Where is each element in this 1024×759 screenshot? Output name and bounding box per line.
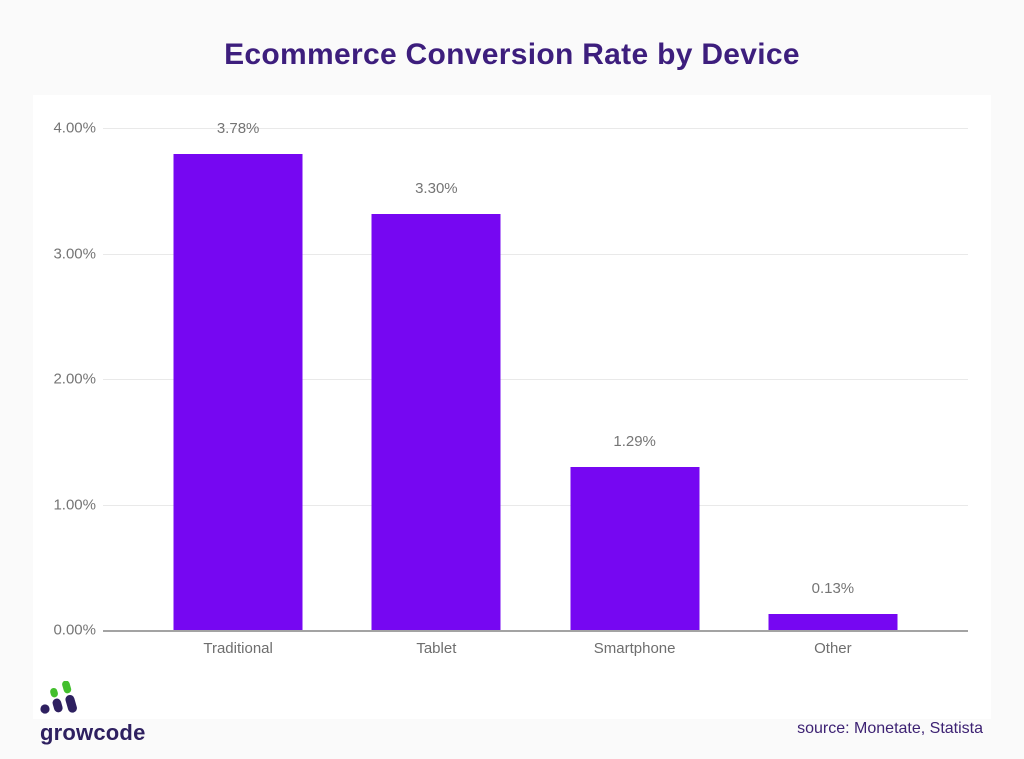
bar bbox=[768, 614, 898, 630]
gridline bbox=[103, 128, 968, 129]
bar-value-label: 1.29% bbox=[613, 433, 656, 450]
bar bbox=[371, 214, 501, 630]
gridline bbox=[103, 379, 968, 380]
bar-value-label: 3.78% bbox=[216, 120, 260, 137]
x-category-label: Smartphone bbox=[593, 640, 676, 657]
gridline bbox=[103, 253, 968, 255]
y-tick-label: 4.00% bbox=[53, 119, 96, 137]
chart-title: Ecommerce Conversion Rate by Device bbox=[224, 38, 800, 71]
source-credit: source: Monetate, Statista bbox=[797, 720, 983, 737]
growcode-logo: growcode bbox=[40, 680, 146, 746]
growth-bars-icon bbox=[40, 680, 146, 719]
bar bbox=[570, 467, 700, 630]
growcode-logo-text: growcode bbox=[40, 720, 146, 745]
chart-card: 4.00% 3.00% 2.00% 1.00% 0.00% 3.78% Traditiona… bbox=[33, 95, 991, 719]
bar-value-label: 3.30% bbox=[415, 180, 458, 197]
y-tick-label: 0.00% bbox=[53, 621, 96, 639]
y-tick-label: 2.00% bbox=[53, 370, 96, 388]
bar bbox=[173, 154, 303, 630]
x-category-label: Other bbox=[814, 640, 852, 657]
plot-area: 4.00% 3.00% 2.00% 1.00% 0.00% 3.78% Traditiona… bbox=[53, 120, 968, 657]
x-category-label: Traditional bbox=[203, 640, 273, 657]
gridline bbox=[103, 504, 968, 506]
y-tick-label: 1.00% bbox=[53, 496, 96, 513]
x-category-label: Tablet bbox=[416, 640, 457, 657]
y-tick-label: 3.00% bbox=[53, 245, 96, 262]
bar-value-label: 0.13% bbox=[811, 580, 855, 597]
